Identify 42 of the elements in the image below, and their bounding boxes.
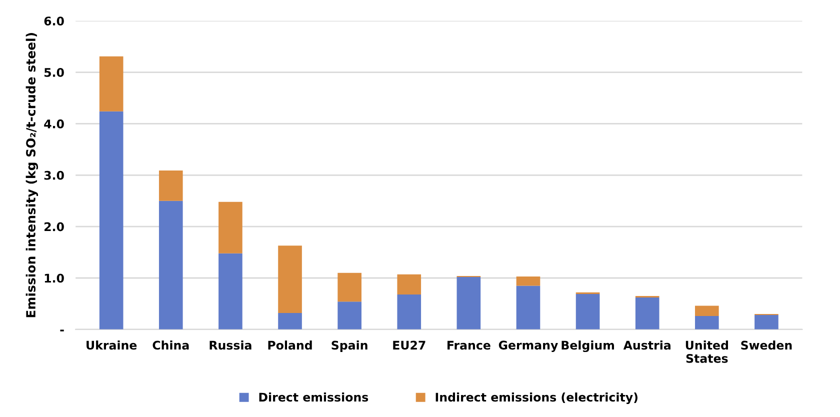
x-tick-label: Russia — [210, 340, 252, 350]
legend-label: Direct emissions — [259, 392, 368, 402]
y-tick-label: 2.0 — [44, 222, 64, 232]
legend-label: Indirect emissions (electricity) — [436, 392, 638, 404]
x-tick-label: EU27 — [393, 340, 426, 350]
x-tick-label: China — [152, 340, 189, 350]
bar — [99, 111, 124, 330]
bar — [397, 294, 422, 330]
y-tick-label: 3.0 — [44, 170, 64, 180]
x-tick-label: Spain — [332, 340, 368, 352]
bar — [218, 202, 242, 254]
y-axis-title: Emission intensity (kg SO₂/t-crude steel) — [26, 33, 38, 318]
x-tick-label: Austria — [623, 340, 670, 350]
bar — [158, 170, 183, 201]
bar — [218, 253, 242, 330]
x-tick-label: Sweden — [741, 340, 792, 350]
bar — [278, 312, 302, 330]
bar — [456, 276, 481, 330]
bar — [754, 315, 778, 330]
x-tick-label: France — [448, 340, 490, 350]
bar — [338, 302, 362, 330]
bar — [576, 294, 600, 330]
x-tick-label: Poland — [268, 340, 312, 350]
bar — [338, 272, 362, 302]
bar — [635, 298, 660, 330]
bar — [278, 246, 302, 313]
bar — [694, 306, 719, 316]
bar — [516, 286, 540, 330]
bar — [397, 274, 422, 294]
y-tick-label: - — [60, 330, 64, 332]
x-tick-label: Ukraine — [86, 340, 137, 350]
bar — [99, 56, 124, 112]
y-tick-label: 6.0 — [44, 16, 64, 26]
x-tick-label: Belgium — [562, 340, 614, 352]
bar — [158, 200, 183, 330]
y-tick-label: 5.0 — [44, 68, 64, 77]
x-tick-label: Germany — [498, 340, 558, 352]
bar — [516, 276, 540, 286]
y-tick-label: 1.0 — [44, 274, 64, 283]
x-tick-label: United States — [686, 340, 728, 363]
bar — [694, 316, 719, 330]
y-tick-label: 4.0 — [44, 119, 64, 128]
